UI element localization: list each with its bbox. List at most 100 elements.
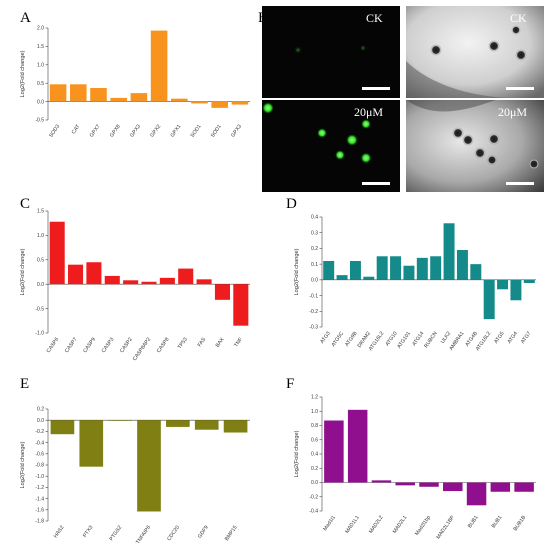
category-label: SOD3 bbox=[48, 124, 61, 139]
y-tick-label: -0.1 bbox=[309, 293, 318, 299]
category-label: RUBCN bbox=[423, 331, 439, 350]
bar-e-ptgs2 bbox=[108, 420, 132, 421]
bar-a-gpx3 bbox=[231, 101, 249, 105]
category-label: PTX3 bbox=[82, 525, 94, 539]
y-tick-label: 2.0 bbox=[37, 26, 44, 32]
category-label: ATG3 bbox=[319, 331, 332, 345]
y-tick-label: 0.2 bbox=[311, 246, 318, 252]
y-tick-label: 0.4 bbox=[311, 452, 318, 458]
bar-d-atg16l2 bbox=[483, 279, 495, 320]
category-label: CASP7 bbox=[64, 337, 79, 354]
y-tick-label: 0.0 bbox=[37, 418, 44, 424]
category-label: TNF bbox=[233, 337, 244, 349]
y-tick-label: -1.0 bbox=[35, 474, 44, 480]
y-tick-label: 0.2 bbox=[37, 407, 44, 413]
bar-c-casp2 bbox=[123, 280, 139, 285]
fluorescence-control-image: CK bbox=[262, 6, 400, 98]
panel-letter-d: D bbox=[286, 196, 297, 212]
y-tick-label: 1.2 bbox=[311, 395, 318, 401]
bar-d-atg16l2 bbox=[376, 256, 388, 280]
bar-c-casp7 bbox=[68, 264, 84, 285]
micrograph-label-bottom-right: 20μM bbox=[498, 105, 527, 119]
category-label: CASP6 bbox=[46, 337, 61, 354]
micrograph-label-bottom-left: 20μM bbox=[354, 105, 383, 119]
bar-chart-a: -0.5 0.0 0.5 1.0 1.5 2.0 Log2(Fold change) SOD3… bbox=[20, 26, 250, 139]
bar-c-tp53 bbox=[178, 268, 194, 285]
y-tick-label: 0.1 bbox=[311, 262, 318, 268]
y-tick-label: 1.0 bbox=[311, 409, 318, 415]
bar-a-cat bbox=[70, 84, 87, 102]
panel-letter-c: C bbox=[20, 196, 30, 212]
y-tick-label: -0.2 bbox=[35, 429, 44, 435]
category-label: Mad1l1 bbox=[322, 515, 337, 532]
bar-c-tnf bbox=[233, 284, 249, 326]
panel-letter-f: F bbox=[286, 376, 294, 392]
fluorescence-treated-image: 20μM bbox=[262, 100, 400, 192]
y-tick-label: 0.5 bbox=[37, 81, 44, 87]
y-tick-label: -1.4 bbox=[35, 496, 44, 502]
scale-bar bbox=[362, 182, 390, 185]
bar-f-mad1l1 bbox=[347, 409, 368, 483]
category-label: BUB1 bbox=[491, 515, 504, 530]
bar-f-bub1b bbox=[514, 482, 534, 492]
bar-e-ptx3 bbox=[79, 420, 104, 467]
y-axis-label: Log2(Fold change) bbox=[20, 441, 26, 488]
category-label: GDF9 bbox=[197, 525, 210, 540]
bar-e-cdc20 bbox=[166, 420, 190, 427]
category-label: GPX3 bbox=[129, 124, 142, 139]
category-label: SOD1 bbox=[210, 124, 223, 139]
category-label: ATG101 bbox=[396, 331, 412, 350]
y-tick-label: -0.5 bbox=[35, 306, 44, 312]
bar-d-atg4b bbox=[470, 264, 482, 280]
bar-c-casp6 bbox=[49, 221, 65, 285]
y-tick-label: -0.2 bbox=[309, 309, 318, 315]
category-label: ATG5 bbox=[493, 331, 506, 345]
category-label: BAX bbox=[215, 336, 226, 348]
category-label: TP53 bbox=[177, 337, 189, 351]
category-label: CASP8 bbox=[156, 337, 171, 354]
bar-d-atg9b bbox=[349, 261, 361, 280]
category-label: BUB1 bbox=[467, 515, 480, 530]
y-axis-label: Log2(Fold change) bbox=[20, 50, 26, 97]
bar-c-bax bbox=[214, 284, 230, 300]
category-label: ULK2 bbox=[440, 331, 452, 345]
y-tick-label: -1.2 bbox=[35, 485, 44, 491]
bar-d-atg4 bbox=[510, 279, 522, 301]
scale-bar bbox=[506, 182, 534, 185]
category-label: Mad2l1bp bbox=[414, 515, 432, 537]
bar-a-sod3 bbox=[49, 84, 67, 102]
bar-d-atg101 bbox=[403, 265, 415, 280]
bar-a-gpx1 bbox=[171, 98, 188, 102]
category-label: HAS2 bbox=[53, 525, 66, 540]
y-tick-label: -1.6 bbox=[35, 508, 44, 514]
category-label: GPX1 bbox=[170, 124, 183, 139]
y-axis-label: Log2(Fold change) bbox=[294, 248, 300, 295]
bar-d-atg10 bbox=[390, 256, 402, 280]
bar-f-mad1l1 bbox=[324, 420, 344, 483]
y-tick-label: 0.5 bbox=[37, 258, 44, 264]
micrograph-label-top-left: CK bbox=[366, 11, 383, 25]
bar-f-mad2l2 bbox=[371, 480, 392, 483]
y-tick-label: -0.2 bbox=[309, 494, 318, 500]
bar-a-gpx3 bbox=[130, 93, 148, 102]
micrograph-panel: CK CK 20μM bbox=[262, 6, 544, 192]
y-tick-label: 0.3 bbox=[311, 230, 318, 236]
micrograph-label-top-right: CK bbox=[510, 11, 527, 25]
category-label: MAD2L1BP bbox=[435, 514, 456, 540]
category-label: BMP15 bbox=[224, 525, 239, 542]
bar-c-casp9 bbox=[86, 262, 102, 285]
y-tick-label: 0.0 bbox=[311, 480, 318, 486]
panel-letter-a: A bbox=[20, 10, 31, 26]
bar-d-atg14 bbox=[416, 257, 428, 280]
category-label: GPX8 bbox=[109, 124, 122, 139]
bar-d-ulk2 bbox=[443, 223, 455, 280]
bar-d-rubcn bbox=[430, 256, 442, 280]
bar-f-mad2l1bp bbox=[419, 482, 439, 487]
bar-e-gdf9 bbox=[194, 420, 219, 430]
bar-f-bub1 bbox=[490, 482, 511, 492]
y-tick-label: -0.4 bbox=[35, 440, 44, 446]
y-tick-label: -0.5 bbox=[35, 118, 44, 124]
category-label: MAD2L2 bbox=[368, 515, 385, 535]
y-tick-label: 0.0 bbox=[37, 99, 44, 105]
category-label: MAD1L1 bbox=[344, 515, 361, 535]
